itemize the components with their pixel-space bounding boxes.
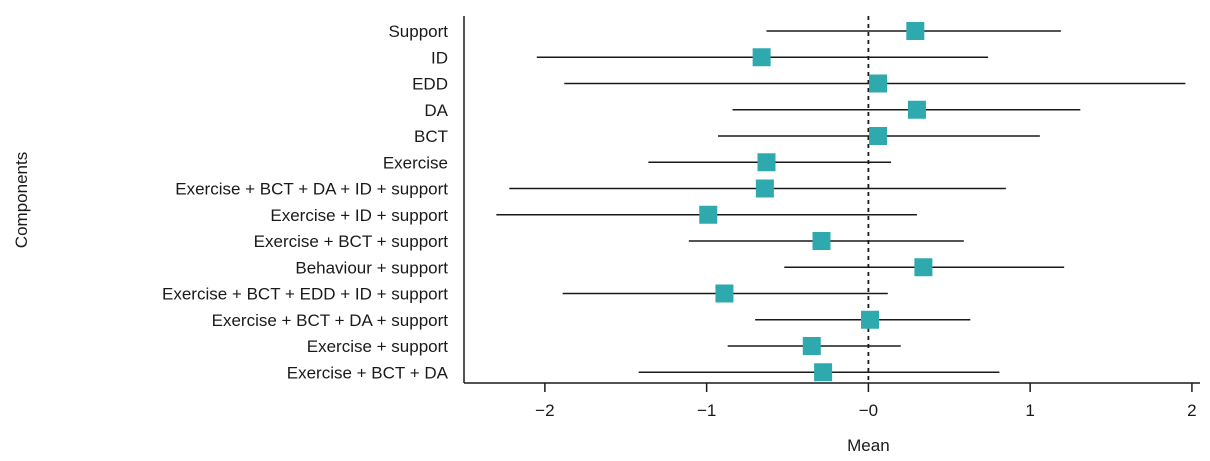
mean-marker xyxy=(861,310,880,329)
x-axis-title: Mean xyxy=(847,436,890,455)
category-label: ID xyxy=(431,48,448,67)
category-label: Exercise + BCT + DA + ID + support xyxy=(175,180,448,199)
category-label: Exercise + BCT + DA xyxy=(287,363,449,382)
category-label: EDD xyxy=(412,75,448,94)
mean-marker xyxy=(812,232,831,250)
category-label: DA xyxy=(424,101,448,120)
mean-marker xyxy=(814,363,833,382)
category-label: Behaviour + support xyxy=(295,258,448,277)
x-tick-label: −1 xyxy=(697,401,716,420)
x-tick-layer: −2 −1 −0 1 2 xyxy=(535,383,1197,420)
x-tick-label: 2 xyxy=(1187,401,1196,420)
confidence-interval-layer xyxy=(496,30,1186,374)
mean-marker xyxy=(869,127,888,145)
category-label: BCT xyxy=(414,127,448,146)
mean-marker xyxy=(869,74,888,93)
category-label: Exercise + ID + support xyxy=(270,206,448,225)
mean-marker xyxy=(699,205,718,224)
mean-marker xyxy=(906,22,925,40)
x-tick-label: −2 xyxy=(535,401,554,420)
y-axis-title: Components xyxy=(12,152,31,248)
mean-marker-layer xyxy=(699,22,933,382)
category-label: Exercise + BCT + EDD + ID + support xyxy=(162,285,448,304)
mean-marker xyxy=(755,179,774,198)
category-label: Exercise + BCT + support xyxy=(254,232,449,251)
axes-layer xyxy=(463,16,1200,384)
mean-marker xyxy=(752,48,771,67)
mean-marker xyxy=(914,258,933,277)
category-label: Exercise + support xyxy=(307,337,449,356)
x-tick-label: 1 xyxy=(1025,401,1034,420)
mean-marker xyxy=(802,337,821,355)
x-tick-label: −0 xyxy=(859,401,878,420)
category-label: Exercise xyxy=(383,153,448,172)
mean-marker xyxy=(907,100,926,119)
category-label: Exercise + BCT + DA + support xyxy=(212,311,449,330)
mean-marker xyxy=(757,153,776,172)
mean-marker xyxy=(715,284,734,303)
category-label: Support xyxy=(388,22,448,41)
category-label-layer: Support ID EDD DA BCT Exercise Exercise + BCT … xyxy=(162,22,449,382)
